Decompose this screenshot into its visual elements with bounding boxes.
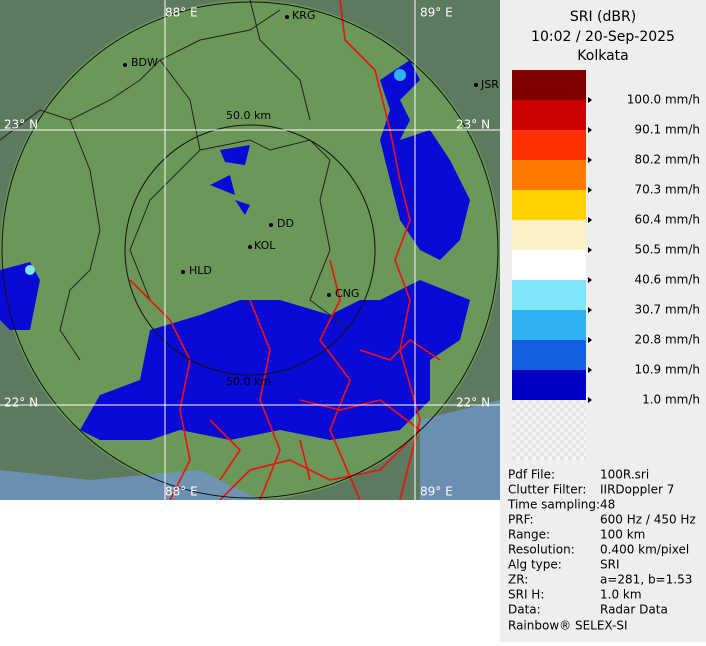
legend-swatch xyxy=(512,160,586,190)
info-value: 1.0 km xyxy=(600,588,642,602)
rivers xyxy=(129,0,441,500)
info-key: SRI H: xyxy=(508,588,544,602)
legend-swatch xyxy=(512,100,586,130)
legend-pointer xyxy=(588,337,592,343)
grid-label: 22° N xyxy=(4,396,38,410)
legend-pointer xyxy=(588,277,592,283)
boundaries xyxy=(0,0,351,361)
range-label: 50.0 km xyxy=(226,109,271,122)
range-rings xyxy=(1,1,499,499)
map: 88° E 89° E 23° N 23° N 22° N 22° N 88° … xyxy=(0,0,500,500)
info-value: 100 km xyxy=(600,528,645,542)
info-key: Resolution: xyxy=(508,543,575,557)
grid-label: 88° E xyxy=(165,485,198,499)
legend-pointer xyxy=(588,127,592,133)
grid-label: 23° N xyxy=(456,118,490,132)
legend-label: 70.3 mm/h xyxy=(634,183,700,197)
legend-pointer xyxy=(588,397,592,403)
grid-label: 88° E xyxy=(165,6,198,20)
legend-empty xyxy=(512,400,586,460)
info-key: PRF: xyxy=(508,513,534,527)
station: Kolkata xyxy=(577,48,628,64)
info-key: Alg type: xyxy=(508,558,562,572)
info-value: 48 xyxy=(600,498,615,512)
legend-label: 1.0 mm/h xyxy=(642,393,700,407)
rain-echo xyxy=(0,60,470,440)
place-label: HLD xyxy=(189,264,212,277)
legend-swatch xyxy=(512,310,586,340)
legend-pointer xyxy=(588,367,592,373)
info-value: 100R.sri xyxy=(600,468,649,482)
legend-swatch xyxy=(512,340,586,370)
legend-pointer xyxy=(588,187,592,193)
info-key: ZR: xyxy=(508,573,528,587)
info-key: Pdf File: xyxy=(508,468,555,482)
place-label: DD xyxy=(277,217,294,230)
info-key: Clutter Filter: xyxy=(508,483,586,497)
place-label: BDW xyxy=(131,56,158,69)
legend-label: 80.2 mm/h xyxy=(634,153,700,167)
info-panel: Pdf File: 100R.sri Clutter Filter: IIRDoppl… xyxy=(507,468,696,617)
legend-swatch xyxy=(512,190,586,220)
info-value: 600 Hz / 450 Hz xyxy=(600,513,696,527)
legend-label: 100.0 mm/h xyxy=(627,93,700,107)
info-key: Time sampling: xyxy=(507,498,600,512)
info-value: Radar Data xyxy=(600,603,668,617)
legend-label: 90.1 mm/h xyxy=(634,123,700,137)
legend-pointer xyxy=(588,217,592,223)
place-markers xyxy=(123,15,478,297)
legend-pointer xyxy=(588,247,592,253)
legend-swatch xyxy=(512,130,586,160)
legend-pointer xyxy=(588,307,592,313)
place-label: KRG xyxy=(292,9,315,22)
legend-label: 10.9 mm/h xyxy=(634,363,700,377)
place-label: KOL xyxy=(254,239,276,252)
info-key: Range: xyxy=(508,528,550,542)
legend-label: 40.6 mm/h xyxy=(634,273,700,287)
place-label: JSR xyxy=(480,78,499,91)
grid-label: 89° E xyxy=(420,6,453,20)
legend-swatch xyxy=(512,370,586,400)
graticule xyxy=(0,0,500,500)
grid-label: 23° N xyxy=(4,118,38,132)
legend-swatch xyxy=(512,280,586,310)
legend-label: 20.8 mm/h xyxy=(634,333,700,347)
grid-label: 89° E xyxy=(420,485,453,499)
grid-label: 22° N xyxy=(456,396,490,410)
info-value: SRI xyxy=(600,558,620,572)
legend-pointer xyxy=(588,97,592,103)
place-label: CNG xyxy=(335,287,359,300)
legend-swatch xyxy=(512,70,586,100)
info-key: Data: xyxy=(508,603,541,617)
info-value: a=281, b=1.53 xyxy=(600,573,692,587)
range-label: 50.0 km xyxy=(226,375,271,388)
product-title: SRI (dBR) xyxy=(570,9,636,25)
legend-swatch xyxy=(512,220,586,250)
info-value: 0.400 km/pixel xyxy=(600,543,689,557)
legend-pointer xyxy=(588,157,592,163)
info-value: IIRDoppler 7 xyxy=(600,483,674,497)
legend-swatch xyxy=(512,250,586,280)
legend-label: 30.7 mm/h xyxy=(634,303,700,317)
legend-label: 60.4 mm/h xyxy=(634,213,700,227)
legend-label: 50.5 mm/h xyxy=(634,243,700,257)
legend: 100.0 mm/h 90.1 mm/h 80.2 mm/h 70.3 mm/h 60.… xyxy=(512,70,700,407)
footer: Rainbow® SELEX-SI xyxy=(508,619,628,633)
timestamp: 10:02 / 20-Sep-2025 xyxy=(531,29,675,45)
